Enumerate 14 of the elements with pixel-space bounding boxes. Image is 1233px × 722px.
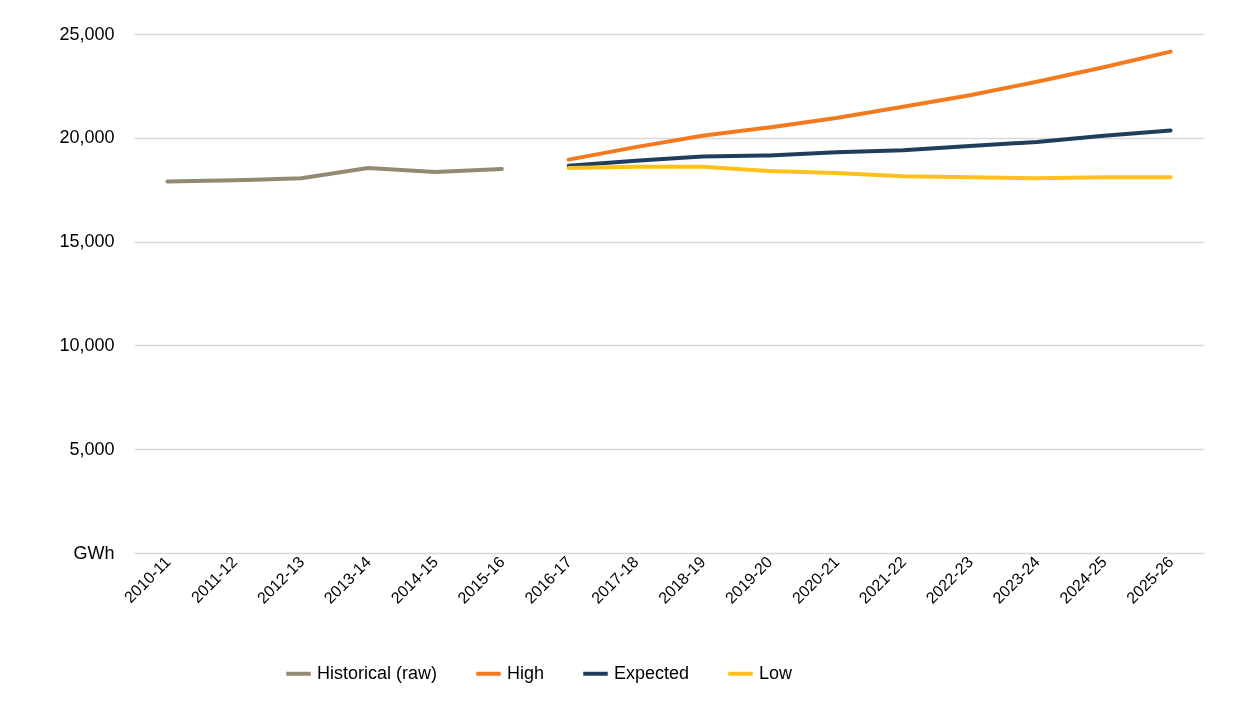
- legend-label: Historical (raw): [317, 662, 438, 683]
- y-tick-label: 5,000: [69, 438, 115, 459]
- legend-label: Expected: [614, 662, 690, 683]
- line-series: [566, 128, 1173, 168]
- y-tick-label: GWh: [73, 542, 115, 563]
- y-tick-label: 20,000: [59, 127, 115, 148]
- y-tick-label: 15,000: [59, 231, 115, 252]
- line-series: [566, 49, 1173, 162]
- line-series: [566, 164, 1173, 181]
- y-tick-label: 25,000: [59, 23, 115, 44]
- y-tick-label: 10,000: [59, 334, 115, 355]
- legend-label: High: [507, 662, 545, 683]
- legend-label: Low: [759, 662, 794, 683]
- line-series: [165, 165, 504, 184]
